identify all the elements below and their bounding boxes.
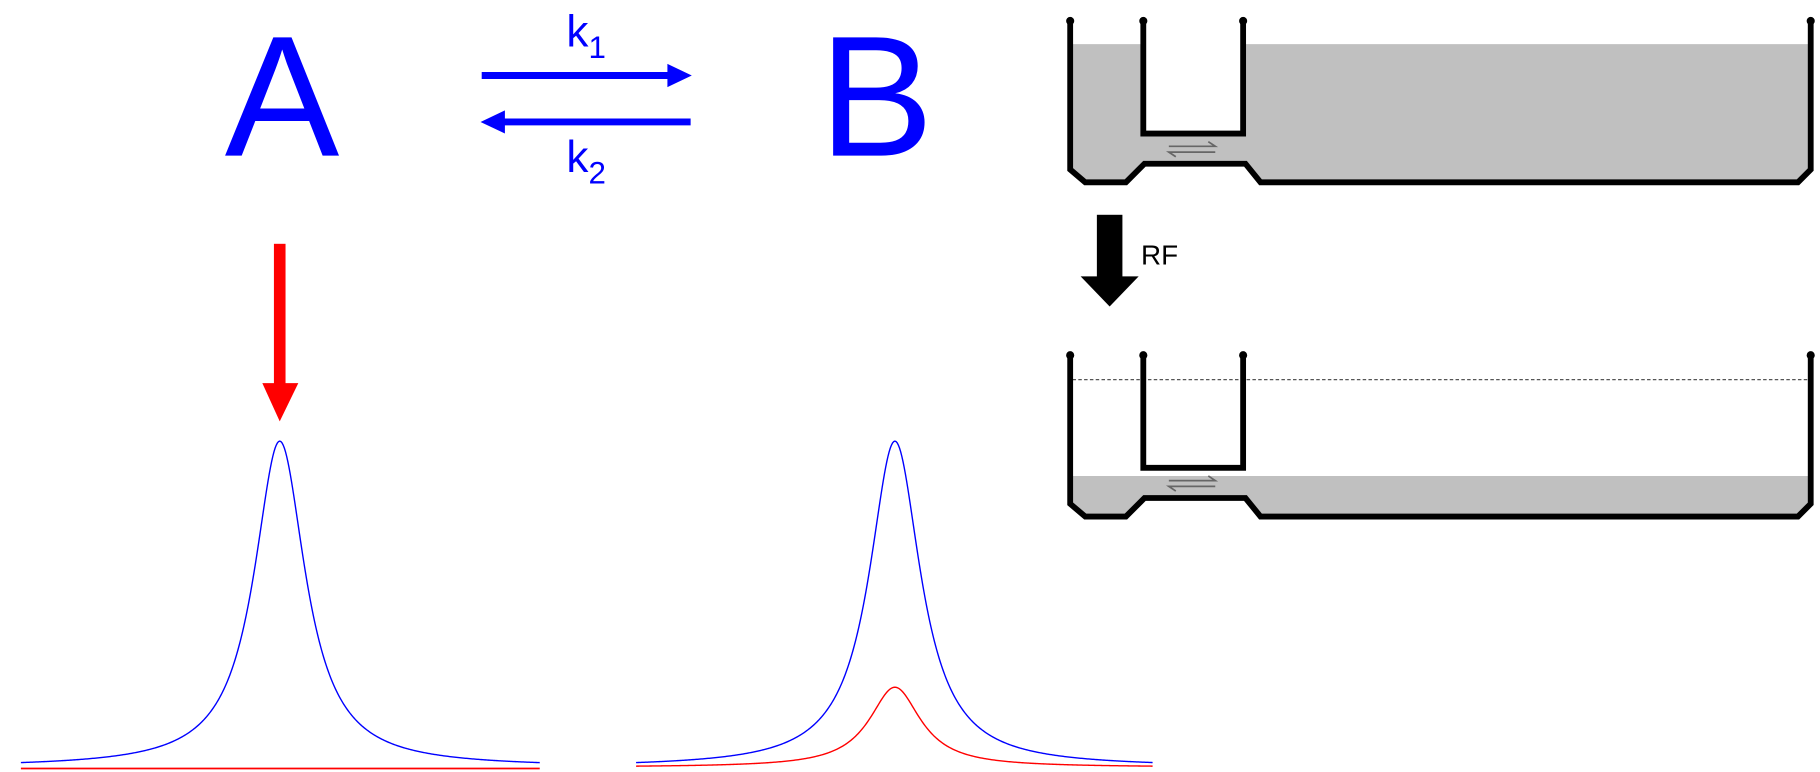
rate-symbol: k bbox=[566, 133, 589, 182]
rim bbox=[1239, 351, 1248, 360]
rim bbox=[1806, 16, 1815, 26]
saturation-arrow bbox=[262, 243, 299, 422]
vessel bbox=[1066, 16, 1815, 186]
rf-label: RF bbox=[1141, 240, 1178, 271]
spectrum-b-saturated bbox=[636, 686, 1153, 767]
vessel bbox=[1066, 351, 1815, 520]
rate-subscript: 1 bbox=[588, 30, 605, 65]
species-b: B bbox=[819, 1, 934, 193]
arrow-shaft bbox=[273, 243, 286, 388]
rim bbox=[1066, 351, 1075, 360]
arrow-head bbox=[262, 383, 299, 422]
rim bbox=[1139, 351, 1148, 360]
rate-subscript: 2 bbox=[588, 155, 605, 190]
rf-arrow bbox=[1080, 214, 1139, 307]
reverse-arrow bbox=[480, 110, 691, 134]
outer-wall bbox=[1067, 355, 1814, 520]
rim bbox=[1806, 351, 1815, 360]
exchange-symbol bbox=[1165, 140, 1219, 158]
vessels bbox=[1066, 16, 1815, 520]
rim bbox=[1139, 16, 1148, 26]
inner-tube bbox=[1140, 355, 1247, 471]
outer-wall bbox=[1067, 20, 1814, 186]
liquid bbox=[1072, 44, 1809, 180]
arrow-head bbox=[1080, 276, 1139, 307]
liquid bbox=[1072, 475, 1809, 515]
exchange-symbol bbox=[1165, 475, 1219, 492]
species-a: A bbox=[225, 1, 340, 193]
forward-arrow bbox=[481, 63, 692, 88]
rate-symbol: k bbox=[566, 7, 589, 56]
inner-tube-space bbox=[1143, 20, 1244, 134]
arrow-shaft bbox=[1096, 214, 1123, 279]
spectra bbox=[20, 440, 1153, 770]
inner-tube-space bbox=[1143, 355, 1244, 468]
rim bbox=[1066, 16, 1075, 26]
rate-reverse: k2 bbox=[566, 133, 605, 191]
inner-tube bbox=[1140, 20, 1247, 137]
spectrum-a-reference bbox=[20, 440, 540, 764]
arrow-head bbox=[667, 63, 692, 88]
rate-forward: k1 bbox=[566, 7, 605, 65]
arrow-head bbox=[480, 110, 505, 134]
spectrum-b-reference bbox=[636, 440, 1153, 764]
rim bbox=[1239, 16, 1248, 26]
